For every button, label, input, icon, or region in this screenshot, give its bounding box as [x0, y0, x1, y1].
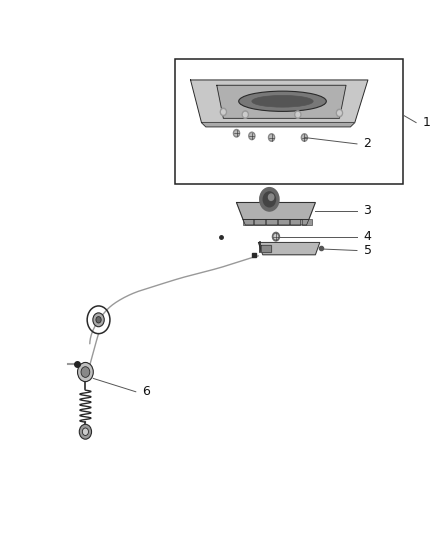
Circle shape [249, 132, 255, 140]
Circle shape [96, 317, 101, 323]
Polygon shape [217, 85, 346, 118]
Circle shape [79, 424, 92, 439]
Text: 6: 6 [142, 385, 150, 398]
Circle shape [296, 112, 300, 117]
Circle shape [233, 130, 240, 137]
Bar [266, 219, 277, 225]
Circle shape [220, 108, 226, 116]
Circle shape [301, 134, 307, 141]
Polygon shape [191, 80, 368, 123]
Text: 5: 5 [364, 244, 371, 257]
Text: 2: 2 [364, 138, 371, 150]
Bar [278, 219, 289, 225]
Circle shape [78, 362, 93, 382]
Circle shape [336, 109, 343, 117]
Bar [243, 219, 253, 225]
Circle shape [82, 428, 88, 435]
Text: 4: 4 [364, 230, 371, 243]
Circle shape [244, 112, 247, 117]
Circle shape [272, 232, 279, 241]
Circle shape [295, 111, 301, 118]
Circle shape [270, 135, 273, 140]
Circle shape [235, 131, 238, 135]
Text: 1: 1 [423, 116, 431, 129]
Bar [175, 59, 403, 184]
Circle shape [268, 194, 274, 200]
Polygon shape [258, 243, 320, 255]
Circle shape [338, 111, 341, 115]
Circle shape [93, 313, 104, 327]
Bar [254, 219, 265, 225]
Ellipse shape [239, 91, 326, 111]
Circle shape [303, 135, 306, 140]
Bar [302, 219, 312, 225]
Circle shape [274, 235, 278, 239]
Ellipse shape [252, 95, 313, 107]
Circle shape [250, 134, 254, 138]
Polygon shape [243, 220, 309, 225]
Polygon shape [201, 123, 355, 127]
Circle shape [260, 188, 279, 211]
Circle shape [242, 111, 248, 118]
Polygon shape [237, 203, 315, 220]
Bar [290, 219, 300, 225]
Circle shape [268, 134, 275, 141]
Text: 3: 3 [364, 204, 371, 217]
Circle shape [222, 110, 225, 114]
Circle shape [263, 192, 276, 207]
Circle shape [81, 367, 90, 377]
Polygon shape [261, 245, 271, 252]
